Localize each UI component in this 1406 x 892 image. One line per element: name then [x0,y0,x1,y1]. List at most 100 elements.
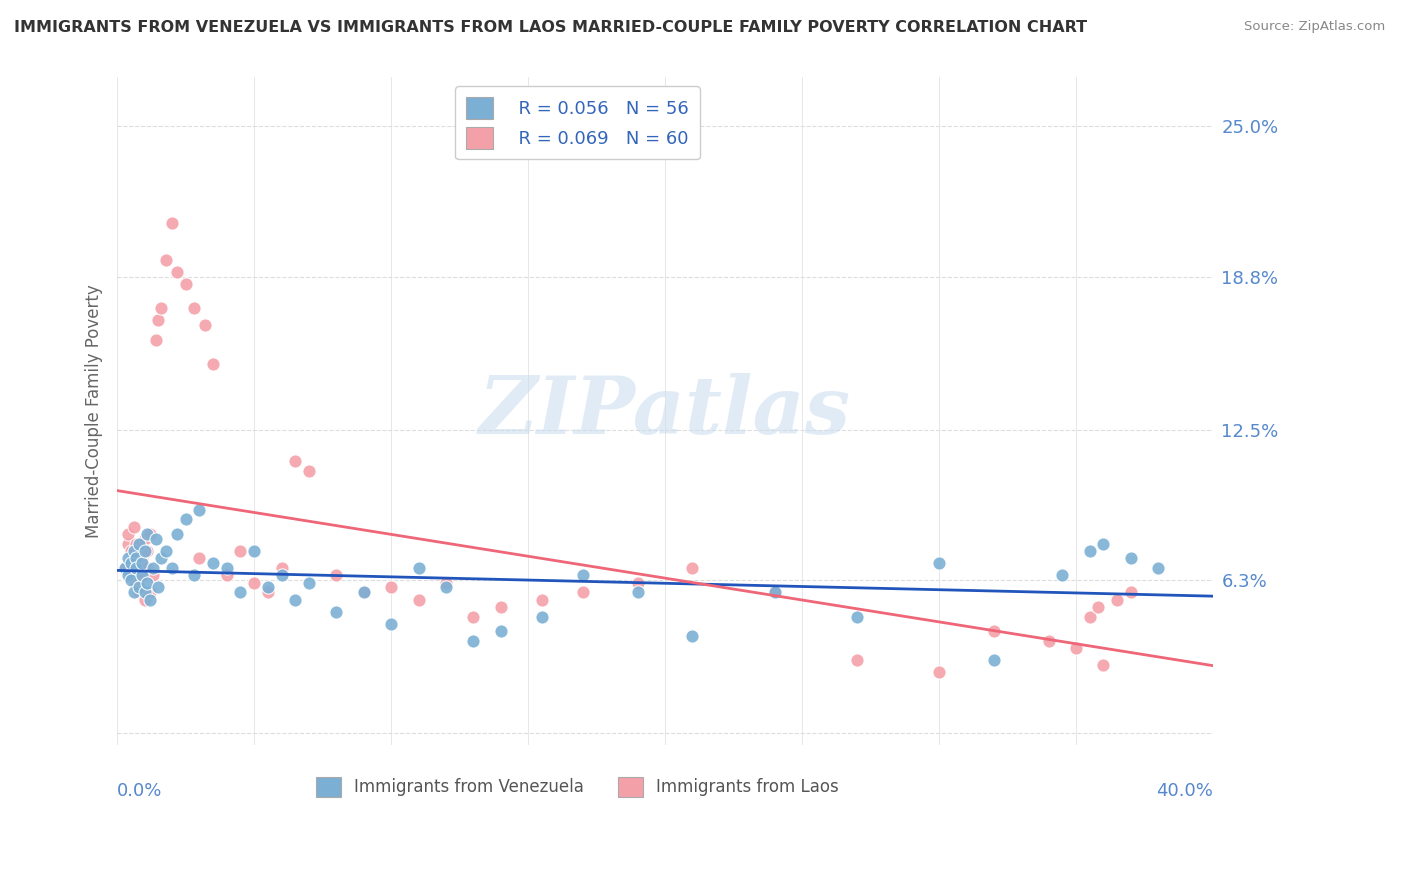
Point [134,532,156,546]
Y-axis label: Married-Couple Family Poverty: Married-Couple Family Poverty [86,285,103,538]
Point [1064,641,1087,656]
Point [136,575,159,590]
Point [117,537,139,551]
Point [380,616,402,631]
Point [202,357,225,371]
Point [530,592,553,607]
Point [122,519,145,533]
Point [572,568,595,582]
Point [983,624,1005,639]
Point [145,532,167,546]
Point [682,561,704,575]
Point [114,561,136,575]
Point [120,568,142,582]
Point [763,585,786,599]
Point [380,581,402,595]
Point [136,527,159,541]
Point [1092,658,1115,673]
Text: Source: ZipAtlas.com: Source: ZipAtlas.com [1244,20,1385,33]
Point [166,265,188,279]
Point [572,585,595,599]
Point [434,575,457,590]
Point [763,585,786,599]
Point [183,301,205,315]
Point [298,464,321,478]
Point [160,216,183,230]
Point [174,277,197,291]
Point [155,252,177,267]
Point [131,568,153,582]
Point [408,592,430,607]
Point [229,544,252,558]
Point [928,665,950,680]
Point [1092,537,1115,551]
Point [928,556,950,570]
Point [117,527,139,541]
Point [682,629,704,643]
Point [122,585,145,599]
Point [243,575,266,590]
Point [120,573,142,587]
Point [131,551,153,566]
Point [1078,609,1101,624]
Point [125,551,148,566]
Point [489,624,512,639]
Point [243,544,266,558]
Point [136,561,159,575]
Point [145,333,167,347]
Point [188,502,211,516]
Point [139,585,162,599]
Point [298,575,321,590]
Point [1038,633,1060,648]
Point [215,561,238,575]
Point [1052,568,1074,582]
Point [139,527,162,541]
Point [174,512,197,526]
Point [229,585,252,599]
Point [125,537,148,551]
Point [202,556,225,570]
Point [1119,585,1142,599]
Point [150,301,173,315]
Point [134,585,156,599]
Text: ZIPatlas: ZIPatlas [479,373,851,450]
Point [1078,544,1101,558]
Point [155,544,177,558]
Point [148,313,170,327]
Point [194,318,217,333]
Point [122,544,145,558]
Point [284,592,307,607]
Point [463,633,485,648]
Point [1147,561,1170,575]
Point [134,592,156,607]
Point [353,585,375,599]
Point [142,561,165,575]
Point [257,581,280,595]
Point [120,556,142,570]
Point [408,561,430,575]
Point [1105,592,1128,607]
Point [845,609,868,624]
Point [434,581,457,595]
Point [128,537,150,551]
Point [627,575,650,590]
Point [845,653,868,667]
Text: 0.0%: 0.0% [117,781,163,800]
Point [125,575,148,590]
Point [131,556,153,570]
Point [1087,599,1109,614]
Point [530,609,553,624]
Point [150,551,173,566]
Point [117,568,139,582]
Point [125,561,148,575]
Point [131,568,153,582]
Point [117,551,139,566]
Point [215,568,238,582]
Point [134,544,156,558]
Point [270,561,292,575]
Point [166,527,188,541]
Point [284,454,307,468]
Point [257,585,280,599]
Point [128,561,150,575]
Point [188,551,211,566]
